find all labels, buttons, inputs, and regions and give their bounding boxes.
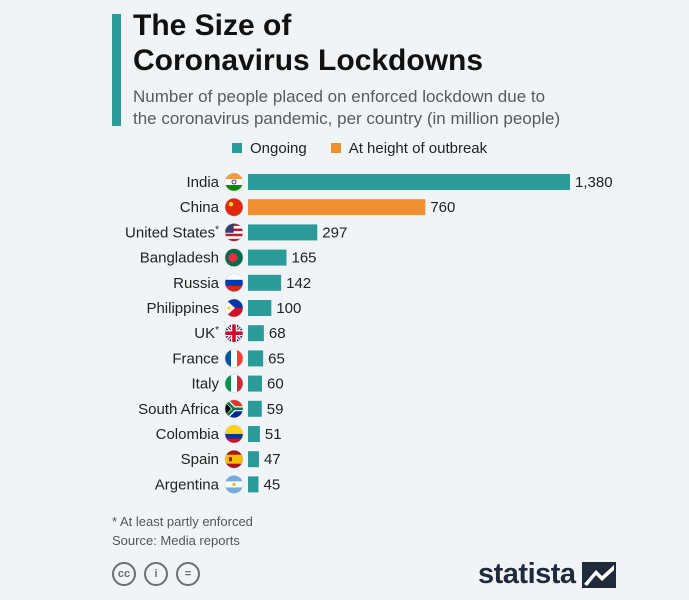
bar bbox=[248, 400, 262, 417]
statista-logo[interactable]: statista bbox=[478, 558, 616, 591]
legend-item-ongoing: Ongoing bbox=[232, 140, 307, 157]
page-title: The Size of Coronavirus Lockdowns bbox=[133, 8, 653, 78]
value-label: 51 bbox=[265, 426, 282, 443]
bar bbox=[248, 300, 272, 316]
value-label: 100 bbox=[276, 300, 301, 317]
bar-row: Spain 47 bbox=[181, 449, 281, 469]
colombia-flag-icon bbox=[224, 424, 244, 444]
bar bbox=[248, 274, 282, 291]
bar-row: South Africa 59 bbox=[138, 399, 284, 419]
bar-row: Italy 60 bbox=[191, 374, 284, 393]
bar-row: India 1,380 bbox=[186, 172, 613, 192]
title-line-2: Coronavirus Lockdowns bbox=[133, 44, 484, 77]
bar-row: Argentina 45 bbox=[155, 475, 281, 494]
value-label: 142 bbox=[286, 275, 311, 292]
value-label: 760 bbox=[430, 199, 455, 216]
bar bbox=[248, 325, 264, 342]
value-label: 60 bbox=[267, 376, 284, 393]
license-icons: cc i = bbox=[112, 562, 208, 586]
attribution-icon[interactable]: i bbox=[144, 562, 168, 586]
source-note: Source: Media reports bbox=[112, 533, 240, 548]
bar bbox=[248, 350, 264, 367]
spain-flag-icon bbox=[224, 449, 244, 469]
italy-flag-icon bbox=[224, 374, 244, 393]
cc-icon[interactable]: cc bbox=[112, 562, 136, 586]
bar-row: Colombia 51 bbox=[156, 424, 282, 444]
legend-label-ongoing: Ongoing bbox=[250, 139, 307, 157]
france-flag-icon bbox=[224, 349, 244, 368]
bar bbox=[248, 426, 260, 442]
category-label: Italy bbox=[191, 376, 219, 393]
subtitle: Number of people placed on enforced lock… bbox=[133, 86, 653, 130]
bar-row: France 65 bbox=[172, 349, 285, 368]
category-label: Russia bbox=[173, 275, 220, 292]
footnote: * At least partly enforced Source: Media… bbox=[112, 512, 253, 550]
russia-flag-icon bbox=[224, 273, 244, 293]
legend-swatch-ongoing bbox=[232, 143, 242, 153]
value-label: 165 bbox=[292, 250, 317, 267]
bar bbox=[248, 451, 259, 468]
south-africa-flag-icon bbox=[224, 399, 244, 419]
value-label: 47 bbox=[264, 451, 281, 468]
bar bbox=[248, 199, 426, 216]
category-label: Argentina bbox=[155, 476, 220, 493]
legend-swatch-outbreak bbox=[330, 143, 341, 153]
statista-mark-icon bbox=[581, 561, 616, 588]
bar bbox=[248, 224, 318, 241]
category-label: UK* bbox=[194, 325, 219, 342]
bar-row: Russia 142 bbox=[173, 273, 311, 293]
chart-legend: Ongoing At height of outbreak bbox=[232, 138, 511, 158]
bar bbox=[248, 375, 262, 392]
bar-row: UK* 68 bbox=[194, 323, 286, 343]
india-flag-icon bbox=[224, 172, 244, 192]
value-label: 68 bbox=[269, 325, 286, 342]
category-label: Spain bbox=[181, 451, 219, 468]
bar-row: Philippines 100 bbox=[146, 298, 301, 318]
china-flag-icon bbox=[224, 197, 244, 217]
bangladesh-flag-icon bbox=[224, 248, 244, 267]
bar-row: Bangladesh 165 bbox=[140, 248, 317, 267]
brand-name: statista bbox=[478, 558, 576, 590]
category-label: South Africa bbox=[138, 401, 220, 418]
category-label: China bbox=[180, 199, 220, 216]
bar bbox=[248, 249, 287, 266]
title-line-1: The Size of bbox=[133, 9, 292, 42]
uk-flag-icon bbox=[224, 323, 244, 343]
footnote-note: * At least partly enforced bbox=[112, 514, 253, 529]
value-label: 59 bbox=[267, 401, 284, 418]
title-accent-bar bbox=[112, 14, 121, 126]
argentina-flag-icon bbox=[224, 475, 244, 494]
legend-item-outbreak: At height of outbreak bbox=[330, 139, 488, 157]
category-label: Colombia bbox=[156, 426, 220, 443]
subtitle-line-2: the coronavirus pandemic, per country (i… bbox=[133, 109, 561, 128]
subtitle-line-1: Number of people placed on enforced lock… bbox=[133, 87, 546, 106]
bar-chart: India 1,380 China 760 United States* 297 Bangl… bbox=[125, 172, 613, 494]
category-label: United States* bbox=[125, 224, 219, 241]
bar bbox=[248, 174, 570, 190]
category-label: France bbox=[172, 350, 219, 367]
bar bbox=[248, 476, 259, 493]
bar-row: China 760 bbox=[180, 197, 455, 217]
philippines-flag-icon bbox=[224, 298, 244, 318]
bar-row: United States* 297 bbox=[125, 223, 347, 242]
category-label: India bbox=[186, 174, 219, 191]
category-label: Philippines bbox=[146, 300, 219, 317]
value-label: 65 bbox=[268, 350, 285, 367]
value-label: 45 bbox=[264, 476, 281, 493]
value-label: 297 bbox=[322, 224, 347, 241]
value-label: 1,380 bbox=[575, 174, 613, 191]
usa-flag-icon bbox=[224, 223, 244, 242]
legend-label-outbreak: At height of outbreak bbox=[348, 139, 488, 157]
no-derivatives-icon[interactable]: = bbox=[176, 562, 200, 586]
category-label: Bangladesh bbox=[140, 250, 219, 267]
